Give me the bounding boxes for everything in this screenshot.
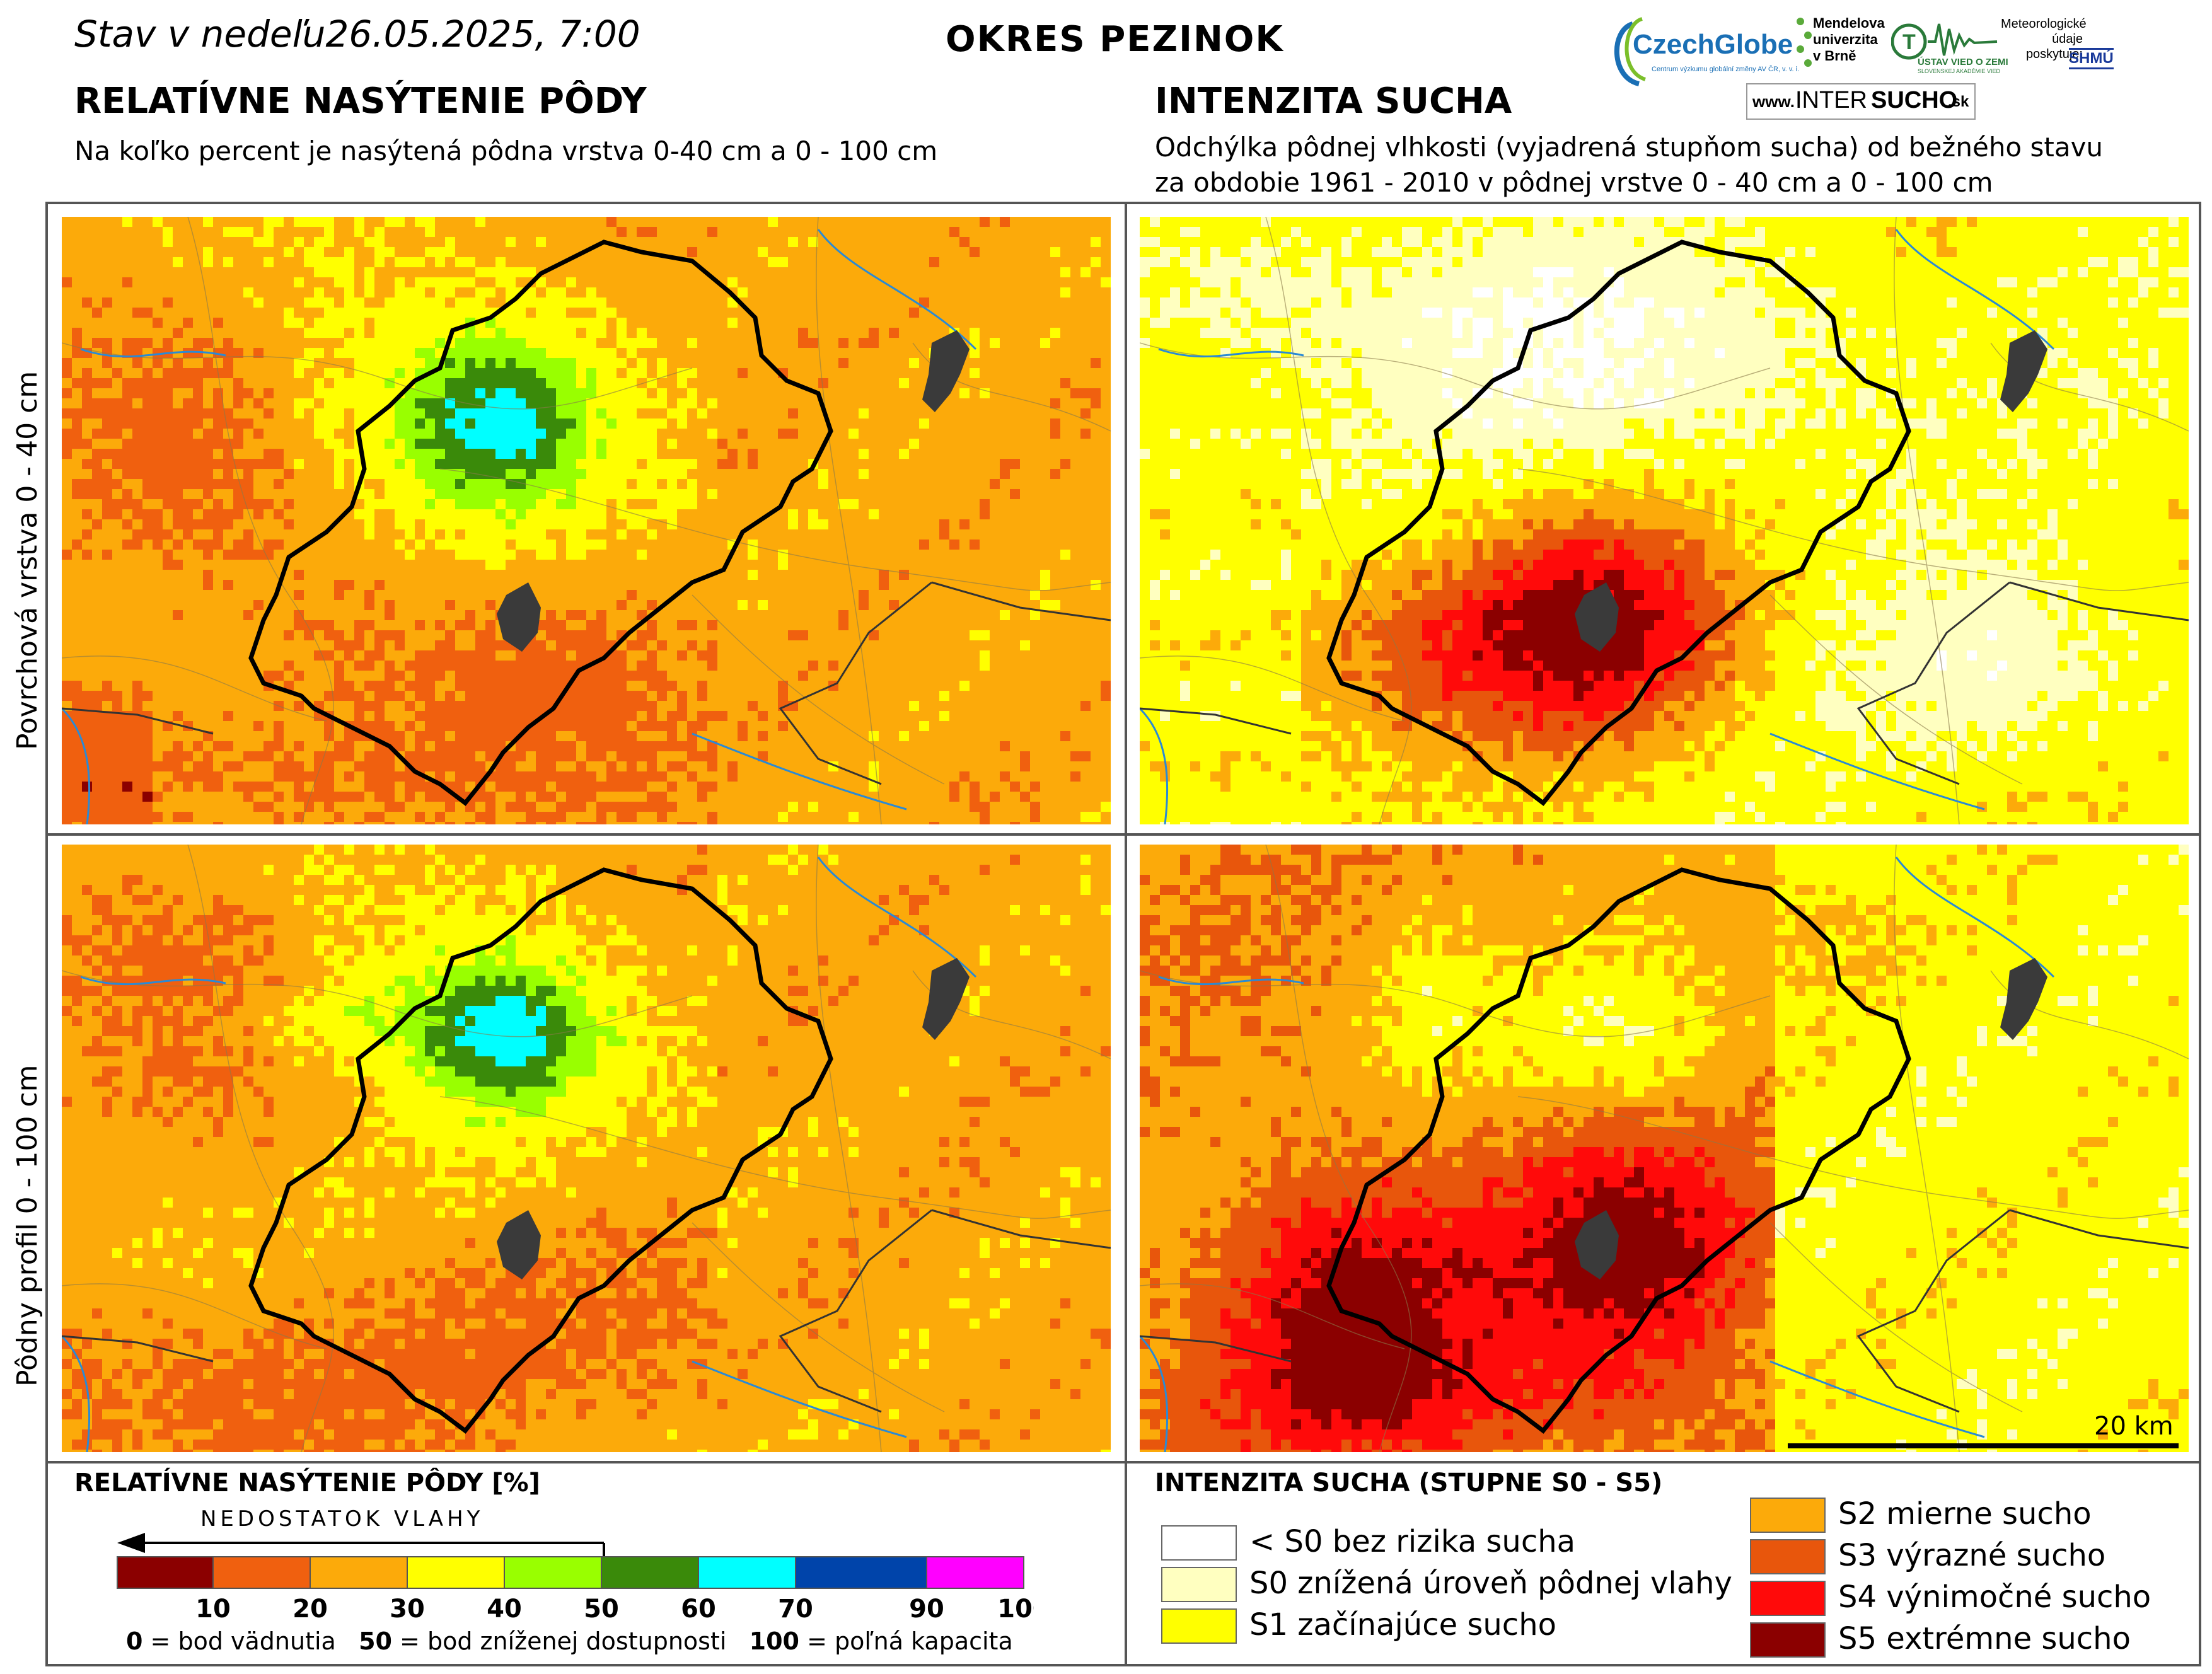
drought-legend-swatch [1161,1608,1237,1644]
note-field-key: 100 [750,1627,799,1655]
drought-legend-label: S4 výnimočné sucho [1838,1579,2151,1615]
saturation-class-0-10 [117,1556,214,1589]
drought-legend-swatch [1750,1539,1826,1574]
scale-bar [1788,1443,2179,1448]
meteo-line3: poskytuje: [2001,47,2083,62]
drought-legend-swatch [1750,1581,1826,1616]
note-wilting-key: 0 [126,1627,142,1655]
mendelu-line1: Mendelova [1813,15,1885,32]
saturation-class-50-60 [601,1556,699,1589]
drought-section-title: INTENZITA SUCHA [1155,81,1512,122]
map-drought-profile [1140,845,2189,1452]
map-saturation-profile [62,845,1111,1452]
drought-legend-label: S1 začínajúce sucho [1249,1607,1556,1642]
intersucho-www: www. [1752,92,1795,112]
saturation-tick-100: 100 [997,1595,1034,1624]
drought-legend-label: S5 extrémne sucho [1838,1621,2131,1656]
drought-legend-swatch [1161,1567,1237,1602]
czechglobe-swirl-icon [1614,17,1647,86]
map-date-title: Stav v nedeľu26.05.2025, 7:00 [74,13,640,55]
saturation-legend-title: RELATÍVNE NASÝTENIE PÔDY [%] [74,1469,540,1498]
czechglobe-subtitle: Centrum výzkumu globální změny AV ČR, v.… [1652,66,1799,73]
drought-legend-label: S2 mierne sucho [1838,1496,2092,1532]
row-divider [45,833,2201,836]
mendelu-logo: Mendelova univerzita v Brně [1794,14,1895,83]
row-label-topsoil: Povrchová vrstva 0 - 40 cm [11,371,43,750]
meteo-line1: Meteorologické [2001,16,2087,32]
czechglobe-name: CzechGlobe [1633,29,1793,61]
note-field-capacity: = poľná kapacita [799,1627,1013,1655]
saturation-tick-70: 70 [778,1595,813,1624]
p3-raster [62,845,1111,1452]
map-saturation-topsoil [62,217,1111,824]
drought-section-subtitle-2: za obdobie 1961 - 2010 v pôdnej vrstve 0… [1155,165,1993,200]
shmu-credit: Meteorologické údaje poskytuje: SHMÚ [2001,16,2127,79]
note-reduced-key: 50 [359,1627,392,1655]
saturation-tick-60: 60 [681,1595,716,1624]
drought-legend-title: INTENZITA SUCHA (STUPNE S0 - S5) [1155,1469,1662,1498]
saturation-class-10-20 [212,1556,311,1589]
drought-legend-label: S3 výrazné sucho [1838,1538,2105,1573]
intersucho-sucho: SUCHO [1871,87,1957,114]
water-deficit-label: NEDOSTATOK VLAHY [200,1506,484,1532]
svg-text:T: T [1902,30,1916,54]
note-wilting: = bod vädnutia [142,1627,336,1655]
saturation-tick-90: 90 [909,1595,944,1624]
column-divider [1125,202,1127,1666]
saturation-tick-40: 40 [487,1595,522,1624]
mendelu-line2: univerzita [1813,32,1885,48]
saturation-section-title: RELATÍVNE NASÝTENIE PÔDY [74,81,647,122]
p4-raster [1140,845,2189,1452]
intersucho-sk: .sk [1948,93,1969,111]
intersucho-logo: www. INTER SUCHO .sk [1746,83,1976,120]
saturation-class-60-70 [698,1556,796,1589]
saturation-class-90-100 [926,1556,1024,1589]
drought-legend-swatch [1750,1622,1826,1658]
czechglobe-logo: CzechGlobe Centrum výzkumu globální změn… [1607,11,1872,93]
saturation-color-scale: 10 20 30 40 50 60 70 90 100 [117,1556,1034,1624]
scale-bar-label: 20 km [2094,1412,2174,1441]
saturation-class-40-50 [504,1556,602,1589]
saturation-tick-30: 30 [390,1595,425,1624]
meteo-line2: údaje [2001,32,2083,47]
district-title: OKRES PEZINOK [946,19,1284,60]
drought-legend-label: S0 znížená úroveň pôdnej vlahy [1249,1566,1732,1601]
saturation-tick-20: 20 [292,1595,328,1624]
saturation-class-20-30 [310,1556,408,1589]
saturation-section-subtitle: Na koľko percent je nasýtená pôdna vrstv… [74,134,937,169]
uvzp-name: ÚSTAV VIED O ZEMI [1918,57,2008,67]
drought-legend-swatch [1750,1498,1826,1533]
seismograph-icon: T [1891,23,1998,60]
saturation-tick-10: 10 [195,1595,231,1624]
saturation-class-70-90 [795,1556,927,1589]
water-deficit-arrow-icon [117,1533,605,1558]
uvzp-logo: T ÚSTAV VIED O ZEMI SLOVENSKEJ AKADÉMIE … [1891,16,2008,79]
row-label-profile: Pôdny profil 0 - 100 cm [11,1065,43,1387]
shmu-logo: SHMÚ [2069,48,2114,69]
note-reduced-availability: = bod zníženej dostupnosti [392,1627,726,1655]
map-drought-topsoil [1140,217,2189,824]
p1-raster [62,217,1111,824]
uvzp-subtitle: SLOVENSKEJ AKADÉMIE VIED [1918,68,2000,74]
mendelu-line3: v Brně [1813,48,1885,64]
intersucho-inter: INTER [1795,87,1867,114]
saturation-legend-notes: 0 = bod vädnutia 50 = bod zníženej dostu… [126,1627,1013,1655]
mendelu-dots-icon [1797,18,1812,67]
p2-raster [1140,217,2189,824]
legend-divider [45,1461,2201,1463]
saturation-class-30-40 [407,1556,505,1589]
drought-legend-swatch [1161,1525,1237,1561]
drought-section-subtitle-1: Odchýlka pôdnej vlhkosti (vyjadrená stup… [1155,130,2103,165]
saturation-tick-50: 50 [584,1595,619,1624]
drought-legend-label: < S0 bez rizika sucha [1249,1524,1575,1559]
